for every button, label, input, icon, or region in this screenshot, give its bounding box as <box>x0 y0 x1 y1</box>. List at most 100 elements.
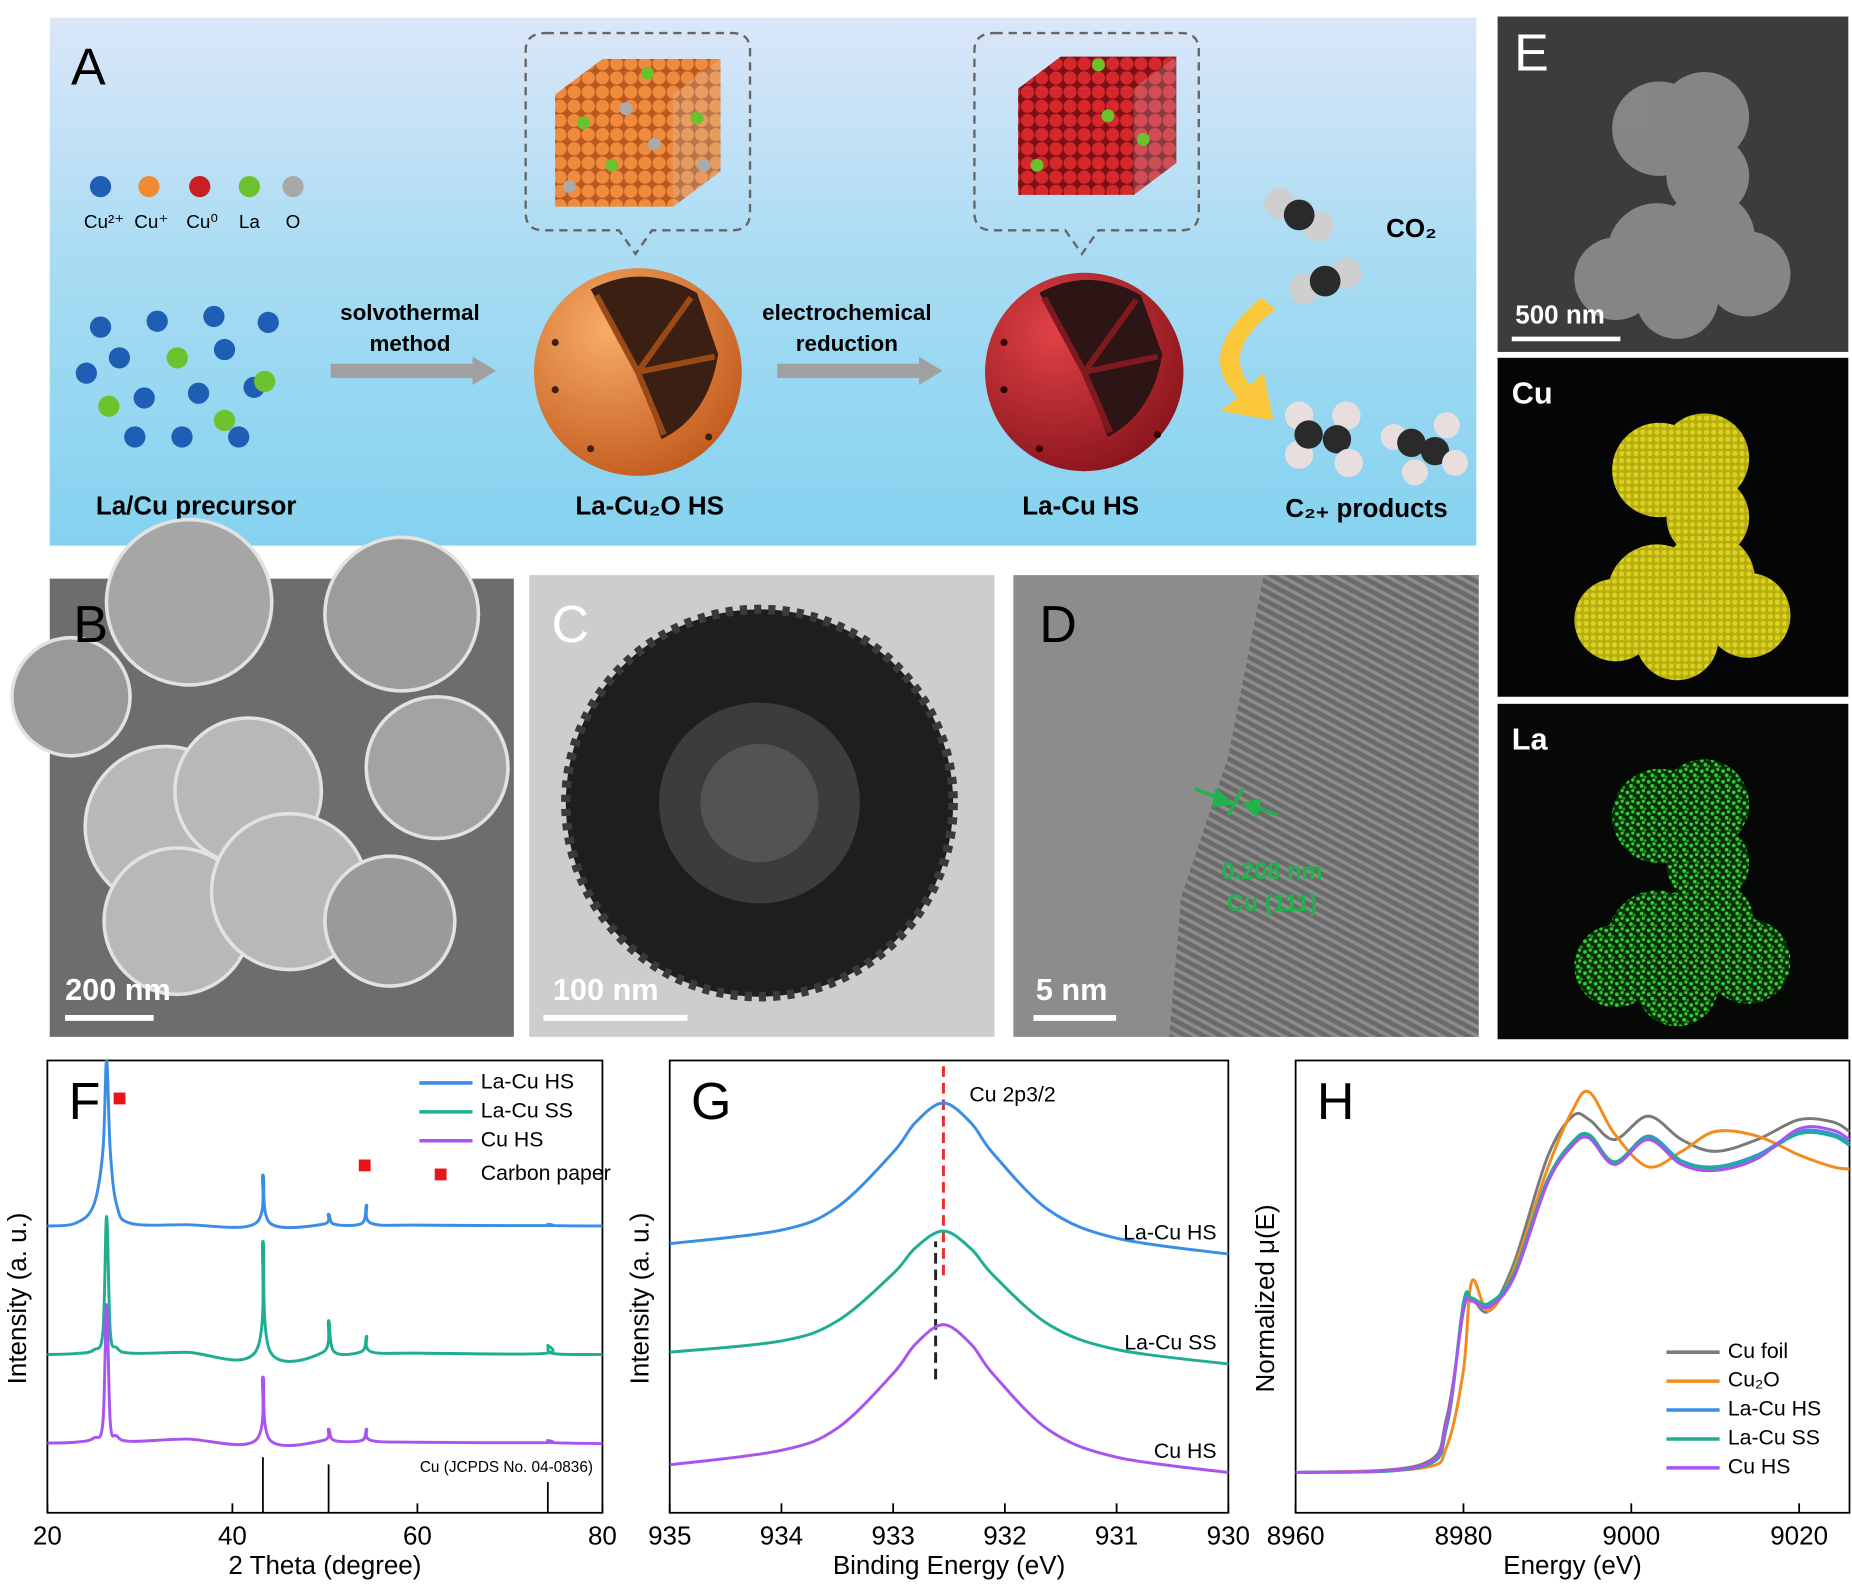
shape-circle <box>640 66 654 80</box>
shape-polygon <box>555 59 721 95</box>
shape-polygon <box>918 356 943 385</box>
ion <box>228 426 250 448</box>
ion <box>133 387 155 409</box>
legend-swatch <box>434 1168 447 1181</box>
ion <box>166 347 188 369</box>
panel-c: C 100 nm <box>529 575 995 1037</box>
y-axis-label: Intensity (a. u.) <box>2 1213 32 1385</box>
scale-label: 100 nm <box>553 972 659 1007</box>
legend-label: Cu⁺ <box>134 212 168 233</box>
legend-label: Cu⁰ <box>186 212 218 233</box>
scale-label: 5 nm <box>1036 972 1108 1007</box>
x-tick-label: 60 <box>403 1520 432 1550</box>
ion <box>146 310 168 332</box>
x-tick-label: 8960 <box>1267 1520 1325 1550</box>
shape-circle <box>1030 158 1044 172</box>
shape-path <box>590 276 719 440</box>
shape-circle <box>1322 425 1352 454</box>
stage-label: La-Cu₂O HS <box>575 491 724 521</box>
series-line <box>47 1215 603 1363</box>
reference-label: Cu (JCPDS No. 04-0836) <box>420 1459 593 1476</box>
shape-circle <box>1153 431 1162 439</box>
panel-label: G <box>691 1073 731 1131</box>
shape-polygon <box>1133 56 1177 195</box>
shape-circle <box>1334 448 1363 478</box>
shape-line <box>1226 788 1245 816</box>
shape-circle <box>323 854 457 988</box>
shape-circle <box>1401 459 1428 486</box>
legend-label: La-Cu HS <box>1728 1397 1821 1421</box>
panel-label: E <box>1514 24 1549 82</box>
ion <box>89 316 112 338</box>
x-tick-label: 9020 <box>1770 1520 1828 1550</box>
stage-label: La/Cu precursor <box>96 491 297 521</box>
ion <box>108 347 131 369</box>
series-line <box>47 1303 603 1448</box>
ion <box>98 395 120 417</box>
x-tick-label: 40 <box>218 1520 247 1550</box>
shape-circle <box>1294 420 1323 449</box>
marker <box>358 1159 371 1172</box>
stage-label: La-Cu HS <box>1022 491 1139 521</box>
spacing-arrows <box>1194 787 1279 819</box>
legend-label: Cu HS <box>481 1127 544 1151</box>
plot-frame <box>668 1059 1230 1514</box>
panel-b: B 200 nm <box>10 517 514 1037</box>
shape-circle <box>1283 199 1315 231</box>
ion <box>254 370 276 393</box>
shape-circle <box>364 694 510 841</box>
legend-label: La-Cu HS <box>481 1070 574 1094</box>
shape-path <box>973 31 1200 256</box>
shape-circle <box>690 111 704 125</box>
shape-circle <box>551 338 559 347</box>
marker <box>113 1092 126 1105</box>
chart: 20 40 60 80 2 Theta (degree) Intensity (a. u.… <box>2 1059 617 1580</box>
atom-legend: Cu²⁺ Cu⁺ Cu⁰ La O <box>84 175 304 233</box>
shape-rect <box>1018 88 1134 195</box>
shape-polygon <box>1169 575 1479 1037</box>
legend-label: O <box>286 212 301 233</box>
shape-circle <box>1136 132 1150 146</box>
shape-g <box>10 517 510 997</box>
molecule-label: CO₂ <box>1386 213 1436 243</box>
panel-label: A <box>71 39 106 97</box>
legend-label: Cu foil <box>1728 1339 1788 1363</box>
shape-circle <box>1332 401 1361 430</box>
series-label: Cu HS <box>1154 1439 1217 1463</box>
shape-circle <box>104 517 274 687</box>
panel-label: F <box>69 1073 101 1131</box>
co2-molecule <box>1288 258 1362 305</box>
shape-circle <box>551 386 559 394</box>
reaction-arrow <box>1220 297 1276 421</box>
hollow-sphere <box>533 268 742 476</box>
y-axis-label: Normalized μ(E) <box>1250 1204 1280 1392</box>
hollow-sphere <box>985 272 1184 472</box>
panel-label: C <box>552 596 590 654</box>
series-line <box>669 1229 1229 1366</box>
panel-a: A Cu²⁺ Cu⁺ Cu⁰ La O La/Cu precursor solv… <box>49 17 1477 546</box>
series-line <box>1295 1128 1851 1474</box>
scale-label: 500 nm <box>1515 299 1605 329</box>
shape-path <box>593 293 716 436</box>
shape-rect <box>777 363 919 378</box>
series-line <box>1295 1130 1851 1474</box>
shape-circle <box>700 743 819 863</box>
x-tick-label: 9000 <box>1602 1520 1660 1550</box>
shape-circle <box>1101 109 1115 123</box>
x-tick-label: 80 <box>588 1520 617 1550</box>
chart: 8960 8980 9000 9020 Energy (eV) Normalized μ(… <box>1250 1059 1851 1580</box>
chart: 935 934 933 932 931 930 Binding Energy (eV) Int… <box>624 1059 1250 1580</box>
series-label: La-Cu SS <box>1124 1331 1216 1355</box>
shape-path <box>524 31 752 256</box>
molecule-label: C₂₊ products <box>1285 493 1447 523</box>
shape-circle <box>587 445 595 453</box>
map-label: La <box>1512 722 1549 757</box>
map-label: Cu <box>1512 376 1553 411</box>
co2-molecule <box>1264 188 1334 242</box>
plot-frame <box>46 1059 604 1514</box>
x-tick-label: 20 <box>33 1520 62 1550</box>
shape-circle <box>1000 338 1008 347</box>
shape-circle <box>238 175 260 198</box>
